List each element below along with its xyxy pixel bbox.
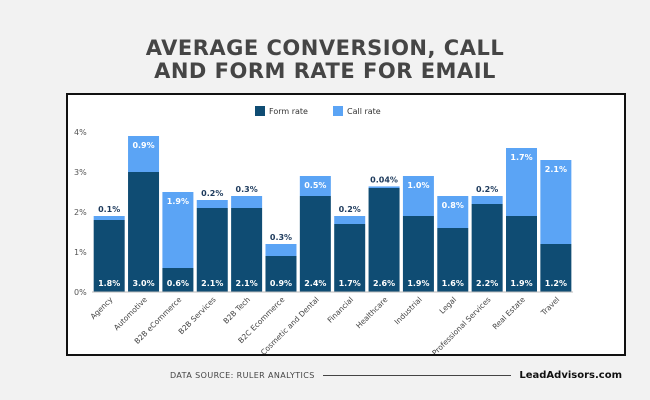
x-tick-label: Travel [538, 295, 561, 318]
footer: DATA SOURCE: RULER ANALYTICS LeadAdvisor… [170, 368, 622, 382]
bar-form-rate [162, 268, 194, 292]
data-label-call: 0.8% [442, 201, 464, 210]
data-label-form: 1.6% [442, 279, 464, 288]
bar-call-rate [506, 148, 537, 216]
bar-call-rate [540, 160, 572, 244]
data-label-call: 1.9% [167, 197, 189, 206]
legend-label-form: Form rate [269, 107, 308, 116]
bar-call-rate [128, 136, 160, 172]
bar-form-rate [334, 224, 366, 292]
bar-call-rate [196, 200, 228, 208]
data-source: DATA SOURCE: RULER ANALYTICS [170, 370, 315, 380]
bar-call-rate [334, 216, 366, 224]
x-tick-label: B2B Tech [221, 295, 252, 326]
x-tick-label: Healthcare [354, 295, 390, 331]
data-label-form: 3.0% [132, 279, 154, 288]
bar-form-rate [231, 208, 263, 292]
bar-call-rate [471, 196, 503, 204]
chart-title-line-2: AND FORM RATE FOR EMAIL [154, 59, 496, 83]
bar-call-rate [437, 196, 469, 228]
data-label-call: 0.2% [201, 189, 223, 198]
chart-title-line-1: AVERAGE CONVERSION, CALL [145, 36, 505, 60]
data-label-call: 0.2% [476, 185, 498, 194]
data-label-call: 0.5% [304, 181, 326, 190]
footer-rule [322, 374, 512, 376]
data-label-form: 1.9% [407, 279, 429, 288]
x-tick-label: Professional Services [430, 295, 492, 354]
x-tick-label: Industrial [393, 295, 424, 326]
bar-call-rate [265, 244, 297, 256]
data-label-call: 0.2% [339, 205, 361, 214]
data-label-form: 2.1% [201, 279, 223, 288]
legend-swatch-call [333, 106, 343, 116]
data-label-call: 0.04% [370, 175, 398, 184]
bar-call-rate [231, 196, 263, 208]
bar-chart: Form rate Call rate 0% 1% 2% 3% 4% 1.8% 0.1% Agen… [74, 106, 574, 354]
chart-frame: Form rate Call rate 0% 1% 2% 3% 4% 1.8% 0.1% Agen… [66, 93, 626, 356]
bar-form-rate [368, 188, 400, 292]
data-label-form: 2.6% [373, 279, 395, 288]
bar-form-rate [299, 196, 331, 292]
bar-form-rate [128, 172, 160, 292]
bar-call-rate [368, 186, 400, 188]
data-label-call: 1.7% [510, 153, 532, 162]
data-label-call: 0.3% [236, 185, 258, 194]
data-label-form: 0.9% [270, 279, 292, 288]
x-tick-label: Financial [326, 295, 356, 325]
data-label-call: 0.9% [132, 141, 154, 150]
x-tick-label: Automotive [112, 295, 149, 332]
data-label-form: 1.7% [339, 279, 361, 288]
brand-logo: LeadAdvisors.com [519, 369, 622, 381]
data-label-form: 2.2% [476, 279, 498, 288]
bar-call-rate [299, 176, 331, 196]
bar-form-rate [196, 208, 228, 292]
bar-form-rate [506, 216, 537, 292]
bar-call-rate [93, 216, 125, 220]
x-tick-label: Real Estate [491, 295, 528, 332]
y-tick-label: 3% [74, 168, 87, 177]
bar-form-rate [265, 256, 297, 292]
bar-form-rate [402, 216, 434, 292]
x-tick-label: Cosmetic and Dental [259, 295, 321, 354]
data-label-call: 0.3% [270, 233, 292, 242]
chart-title: AVERAGE CONVERSION, CALL AND FORM RATE F… [0, 37, 650, 83]
legend-swatch-form [255, 106, 265, 116]
bar-form-rate [471, 204, 503, 292]
bar-call-rate [402, 176, 434, 216]
y-tick-label: 0% [74, 288, 87, 297]
y-tick-label: 1% [74, 248, 87, 257]
legend-label-call: Call rate [347, 107, 381, 116]
data-label-form: 1.2% [545, 279, 567, 288]
data-label-form: 2.1% [236, 279, 258, 288]
data-label-call: 1.0% [407, 181, 429, 190]
data-label-call: 2.1% [545, 165, 567, 174]
data-label-form: 1.9% [510, 279, 532, 288]
data-label-form: 2.4% [304, 279, 326, 288]
y-tick-label: 4% [74, 128, 87, 137]
data-label-form: 1.8% [98, 279, 120, 288]
y-tick-label: 2% [74, 208, 87, 217]
data-label-call: 0.1% [98, 205, 120, 214]
data-label-form: 0.6% [167, 279, 189, 288]
x-tick-label: Agency [89, 295, 115, 321]
bar-form-rate [540, 244, 572, 292]
bar-form-rate [437, 228, 469, 292]
bar-form-rate [93, 220, 125, 292]
x-tick-label: Legal [438, 295, 459, 316]
bar-call-rate [162, 192, 194, 268]
